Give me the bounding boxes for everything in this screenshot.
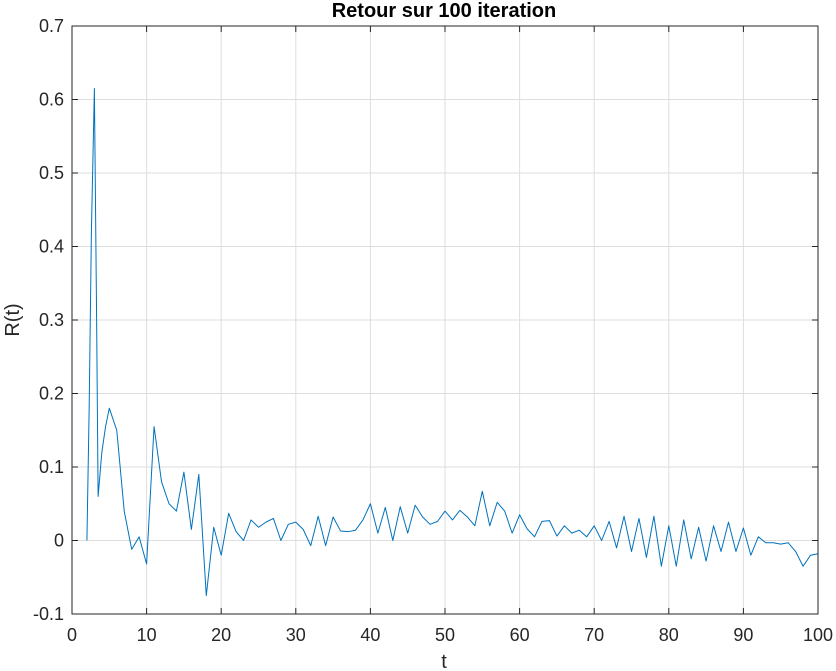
x-tick-label: 30 xyxy=(286,625,306,645)
chart-title: Retour sur 100 iteration xyxy=(332,0,557,22)
x-tick-label: 90 xyxy=(733,625,753,645)
y-tick-label: 0.5 xyxy=(39,163,64,183)
y-tick-label: 0.7 xyxy=(39,16,64,36)
x-tick-label: 80 xyxy=(659,625,679,645)
x-tick-label: 40 xyxy=(360,625,380,645)
y-axis-ticks: -0.1 0 0.1 0.2 0.3 0.4 0.5 0.6 0.7 xyxy=(33,16,818,624)
x-axis-ticks: 0 10 20 30 40 50 60 70 80 90 100 xyxy=(67,26,833,645)
x-tick-label: 10 xyxy=(137,625,157,645)
y-axis-label: R(t) xyxy=(2,303,24,336)
x-tick-label: 0 xyxy=(67,625,77,645)
y-tick-label: 0.6 xyxy=(39,90,64,110)
series-line-0 xyxy=(86,87,819,597)
y-tick-label: 0 xyxy=(54,531,64,551)
x-tick-label: 100 xyxy=(803,625,833,645)
y-tick-label: 0.4 xyxy=(39,237,64,257)
y-tick-label: 0.1 xyxy=(39,457,64,477)
x-tick-label: 50 xyxy=(435,625,455,645)
x-tick-label: 20 xyxy=(211,625,231,645)
x-tick-label: 60 xyxy=(510,625,530,645)
x-tick-label: 70 xyxy=(584,625,604,645)
grid xyxy=(71,25,819,615)
series-line xyxy=(86,87,819,597)
y-tick-label: -0.1 xyxy=(33,604,64,624)
y-tick-label: 0.2 xyxy=(39,384,64,404)
y-tick-label: 0.3 xyxy=(39,310,64,330)
x-axis-label: t xyxy=(441,651,447,671)
